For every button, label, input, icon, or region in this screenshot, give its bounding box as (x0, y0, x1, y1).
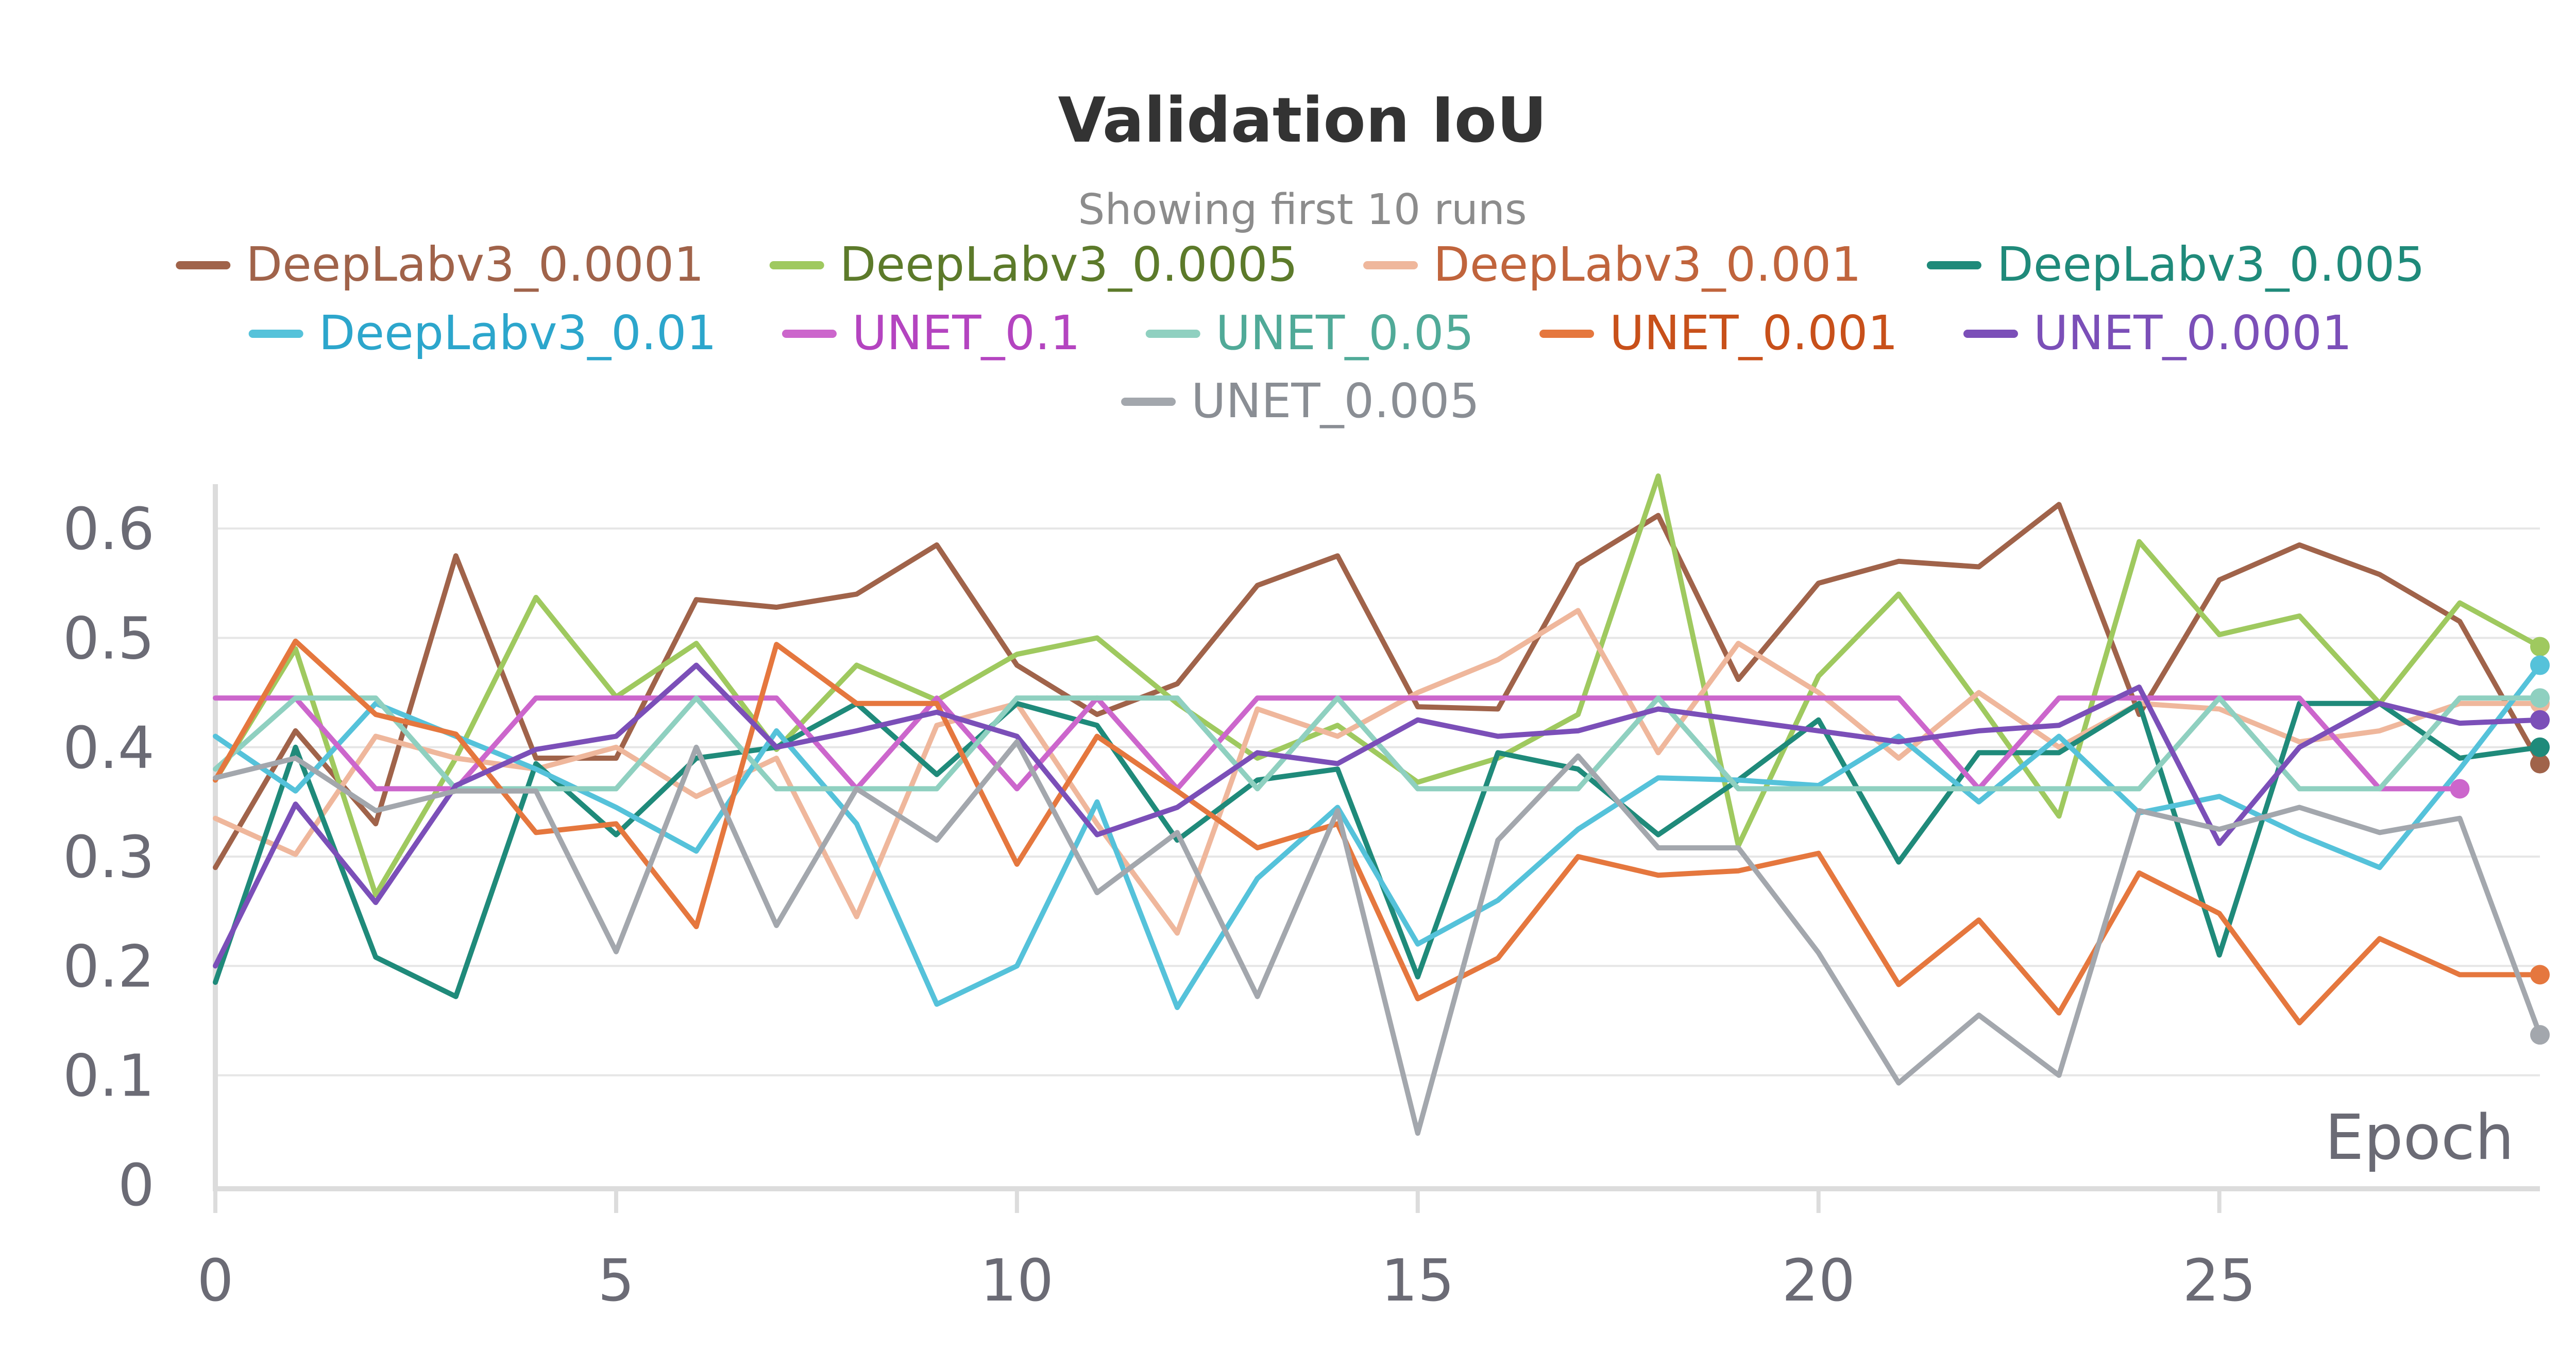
legend-label-5: UNET_0.1 (852, 305, 1080, 361)
chart-subtitle: Showing first 10 runs (1078, 185, 1527, 234)
series-lines (213, 473, 2543, 1136)
y-tick-label: 0.6 (63, 496, 155, 563)
series-endpoint-7 (2530, 965, 2550, 985)
series-endpoint-4 (2530, 655, 2550, 675)
series-line-4 (213, 662, 2543, 1011)
series-line-1 (213, 473, 2543, 898)
series-endpoint-9 (2530, 1025, 2550, 1045)
y-tick-label: 0.4 (63, 715, 155, 782)
y-tick-label: 0.5 (63, 605, 155, 672)
legend-label-3: DeepLabv3_0.005 (1997, 237, 2425, 292)
series-line-0 (213, 502, 2543, 870)
legend-label-1: DeepLabv3_0.0005 (840, 237, 1298, 292)
series-line-9 (213, 739, 2543, 1136)
x-tick-label: 15 (1381, 1247, 1455, 1314)
legend-label-2: DeepLabv3_0.001 (1433, 237, 1861, 292)
x-tick-label: 20 (1782, 1247, 1855, 1314)
legend-label-7: UNET_0.001 (1609, 305, 1898, 361)
series-endpoint-0 (2530, 754, 2550, 774)
chart-title: Validation IoU (1058, 85, 1547, 157)
y-tick-label: 0 (118, 1152, 155, 1219)
x-tick-label: 5 (598, 1247, 634, 1314)
legend-label-4: DeepLabv3_0.01 (319, 305, 717, 361)
series-endpoints (2450, 637, 2550, 1045)
x-tick-label: 25 (2182, 1247, 2256, 1314)
legend: DeepLabv3_0.0001 DeepLabv3_0.0005 DeepLabv… (176, 237, 2425, 429)
series-line-7 (213, 638, 2543, 1025)
x-axis-ticks: 0 5 10 15 20 25 (197, 1189, 2256, 1314)
x-tick-label: 10 (980, 1247, 1054, 1314)
series-endpoint-3 (2530, 737, 2550, 757)
legend-label-9: UNET_0.005 (1191, 373, 1480, 429)
legend-label-8: UNET_0.0001 (2033, 305, 2352, 361)
series-line-2 (213, 608, 2543, 936)
y-tick-label: 0.3 (63, 824, 155, 891)
series-endpoint-8 (2530, 710, 2550, 730)
y-tick-label: 0.1 (63, 1043, 155, 1110)
legend-label-6: UNET_0.05 (1216, 305, 1474, 361)
series-endpoint-6 (2530, 688, 2550, 708)
legend-label-0: DeepLabv3_0.0001 (246, 237, 704, 292)
x-axis-label: Epoch (2325, 1102, 2514, 1174)
y-axis-ticks: 0 0.1 0.2 0.3 0.4 0.5 0.6 (63, 496, 155, 1219)
x-tick-label: 0 (197, 1247, 233, 1314)
axes (213, 484, 2540, 1191)
series-endpoint-1 (2530, 637, 2550, 657)
y-tick-label: 0.2 (63, 933, 155, 1000)
series-endpoint-5 (2450, 779, 2470, 799)
series-line-8 (213, 662, 2543, 969)
